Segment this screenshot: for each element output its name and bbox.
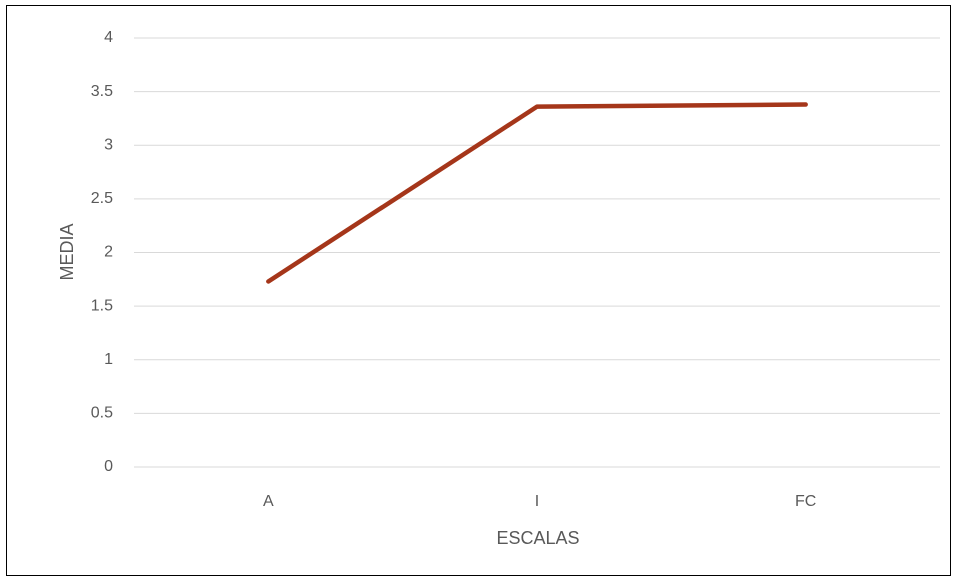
y-axis-title: MEDIA [57,223,77,280]
x-tick-label: FC [795,493,816,510]
y-tick-label: 3 [104,136,113,153]
series-lines [266,102,808,284]
chart-frame [6,5,951,576]
y-tick-label: 0.5 [91,405,113,422]
x-axis-title: ESCALAS [496,528,579,548]
series-line-0 [266,102,808,284]
y-tick-label: 4 [104,29,113,46]
y-tick-label: 1 [104,351,113,368]
gridlines [134,37,940,468]
y-tick-label: 3.5 [91,83,113,100]
y-tick-label: 2.5 [91,190,113,207]
y-axis-ticks: 0 0.5 1 1.5 2 2.5 3 3.5 4 [91,29,113,475]
y-tick-label: 0 [104,458,113,475]
x-tick-label: A [263,493,274,510]
y-tick-label: 2 [104,244,113,261]
y-tick-label: 1.5 [91,297,113,314]
x-tick-label: I [535,493,539,510]
x-axis-ticks: A I FC [263,493,816,510]
